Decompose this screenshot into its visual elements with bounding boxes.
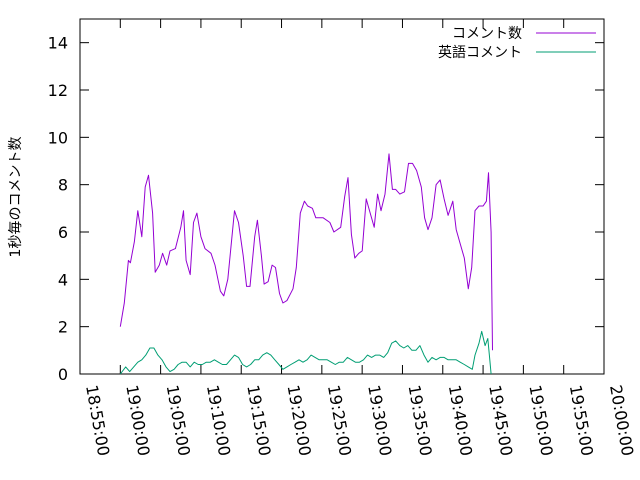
y-tick-label: 12 [48, 81, 68, 100]
y-tick-label: 6 [58, 223, 68, 242]
y-axis-label: 1秒毎のコメント数 [8, 137, 24, 258]
y-tick-label: 0 [58, 365, 68, 384]
y-tick-label: 2 [58, 318, 68, 337]
y-tick-label: 4 [58, 270, 68, 289]
plot-frame [79, 18, 605, 375]
y-tick-label: 8 [58, 176, 68, 195]
series-layer [119, 153, 493, 375]
series-line-1 [119, 330, 492, 375]
legend-label: コメント数 [452, 26, 522, 42]
legend-label: 英語コメント [438, 44, 522, 61]
y-tick-label: 10 [48, 128, 68, 147]
series-line-0 [119, 153, 493, 351]
y-tick-label: 14 [48, 34, 68, 53]
